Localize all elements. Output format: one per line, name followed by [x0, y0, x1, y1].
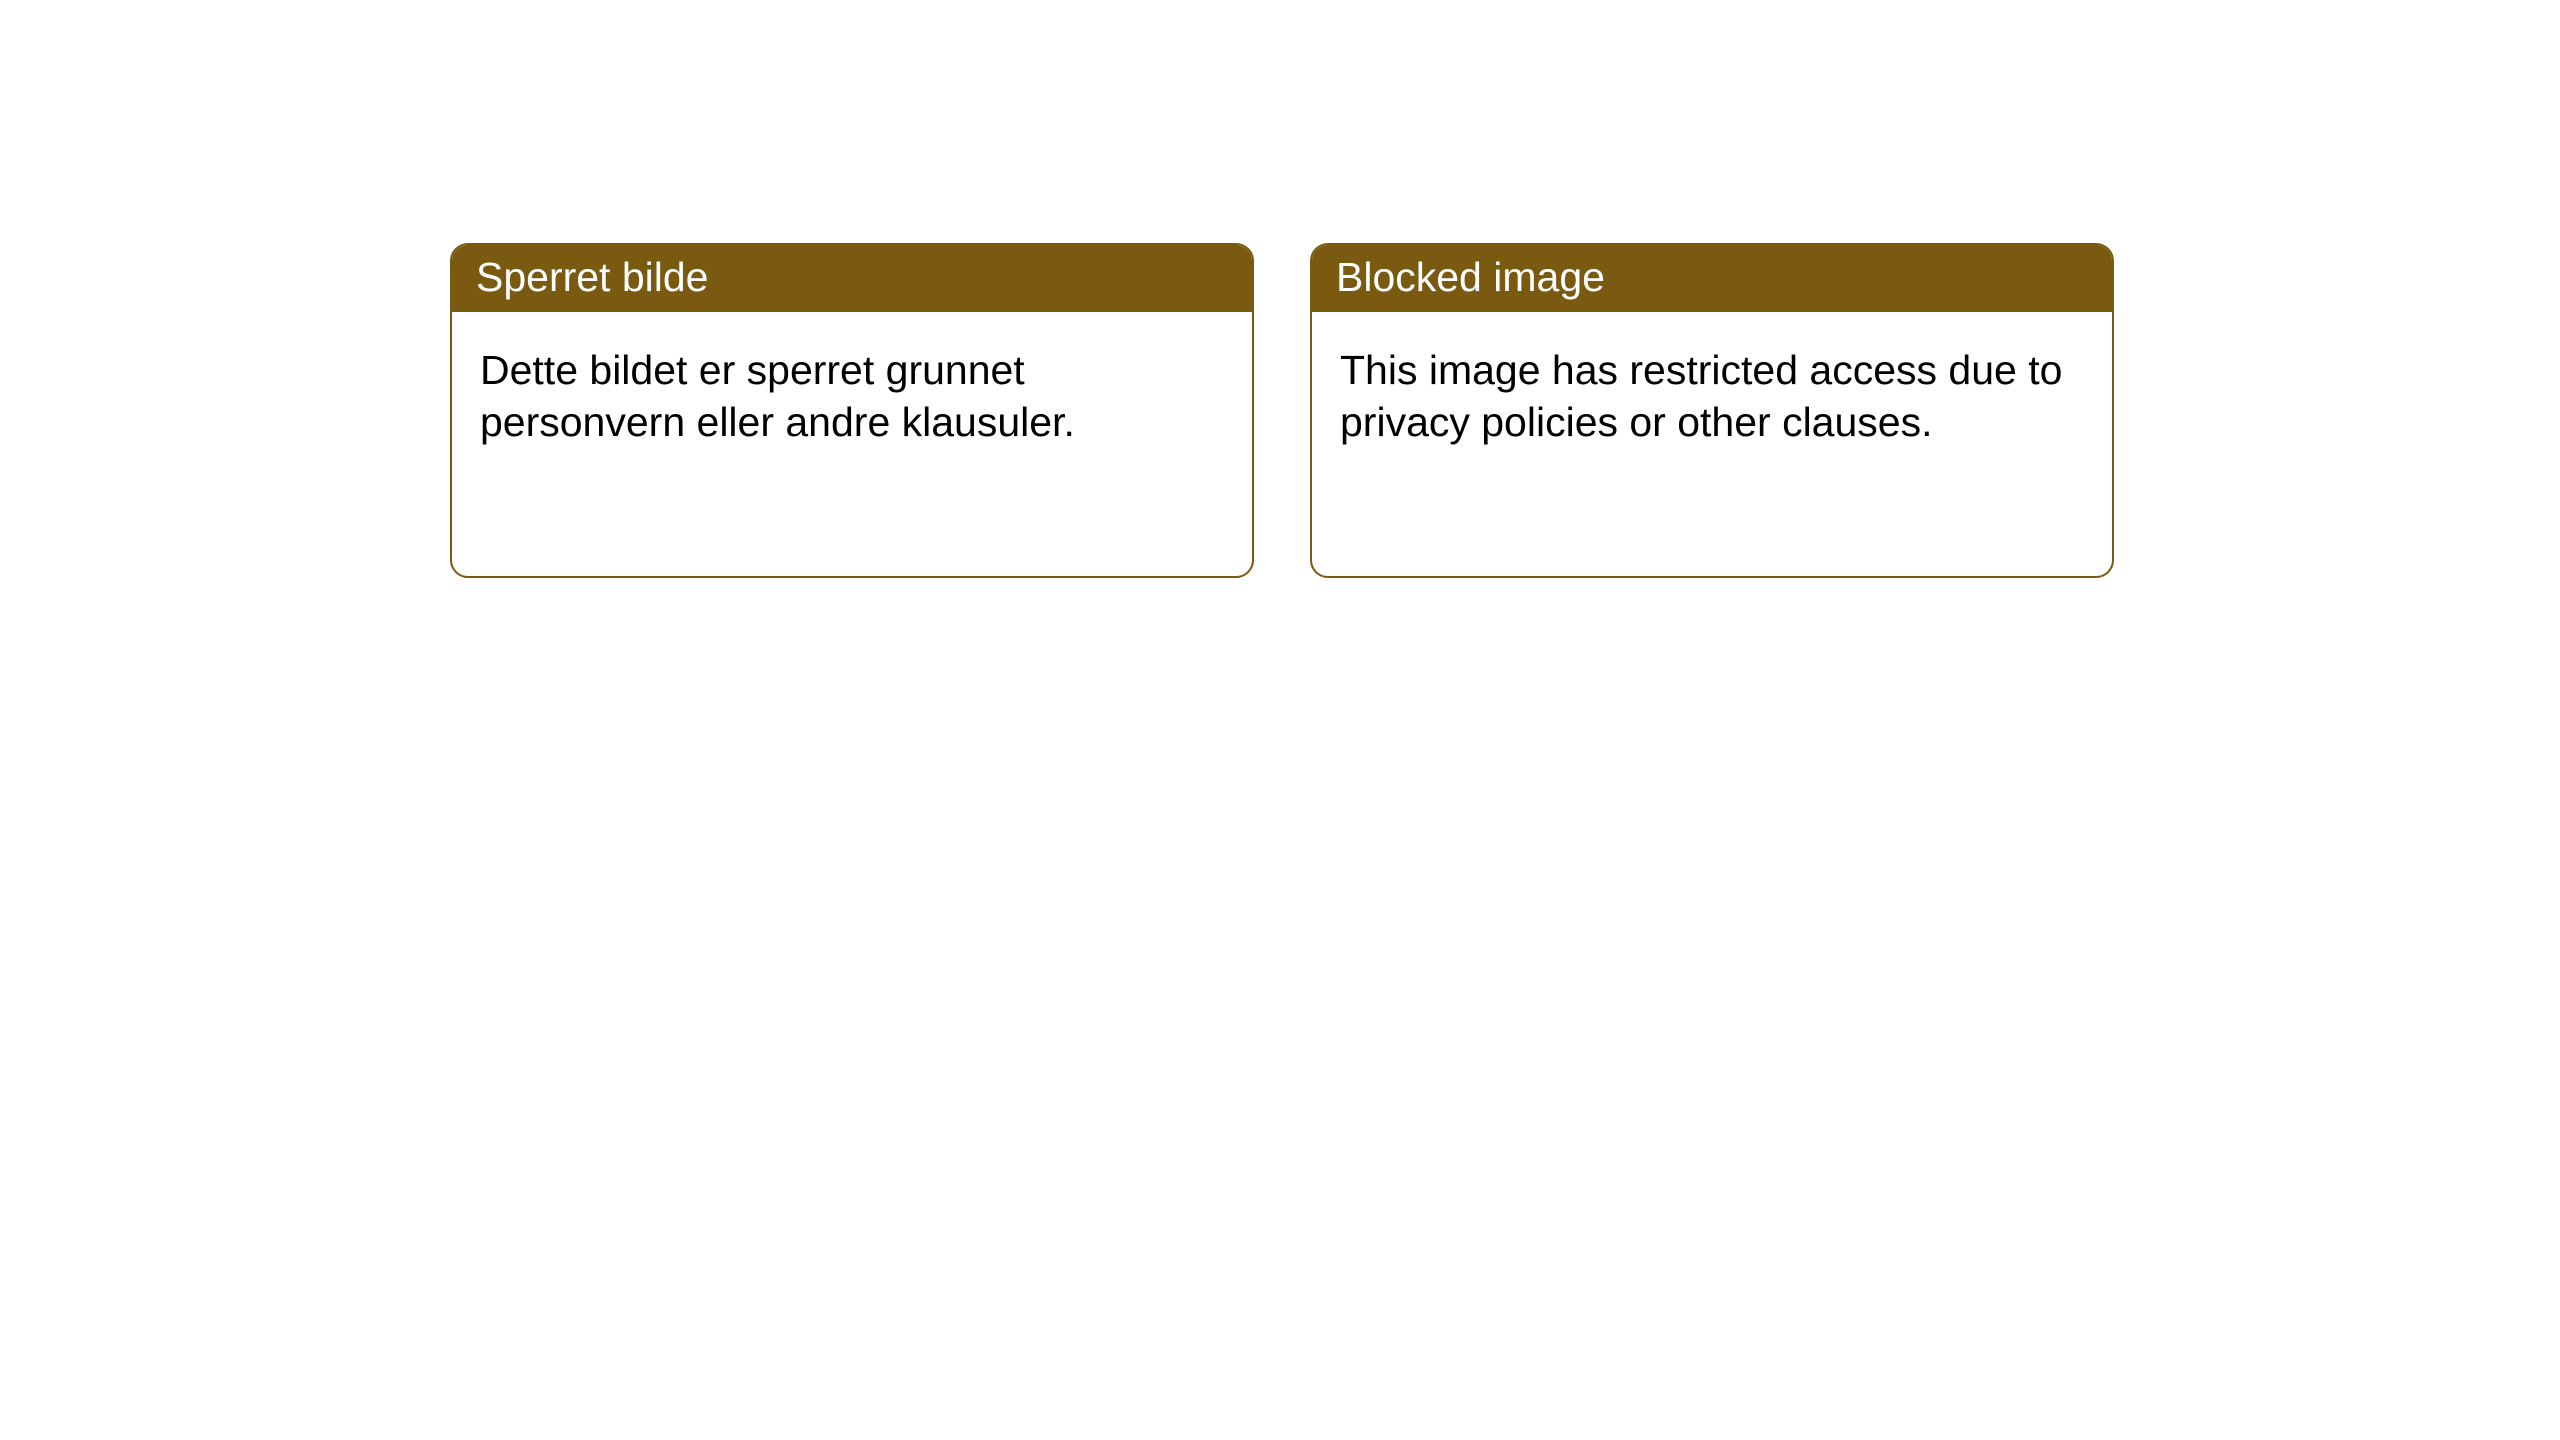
card-body-text: This image has restricted access due to …: [1312, 312, 2112, 480]
blocked-image-card-norwegian: Sperret bilde Dette bildet er sperret gr…: [450, 243, 1254, 578]
blocked-image-card-english: Blocked image This image has restricted …: [1310, 243, 2114, 578]
notice-cards-container: Sperret bilde Dette bildet er sperret gr…: [0, 0, 2560, 578]
card-title: Blocked image: [1312, 245, 2112, 312]
card-body-text: Dette bildet er sperret grunnet personve…: [452, 312, 1252, 480]
card-title: Sperret bilde: [452, 245, 1252, 312]
